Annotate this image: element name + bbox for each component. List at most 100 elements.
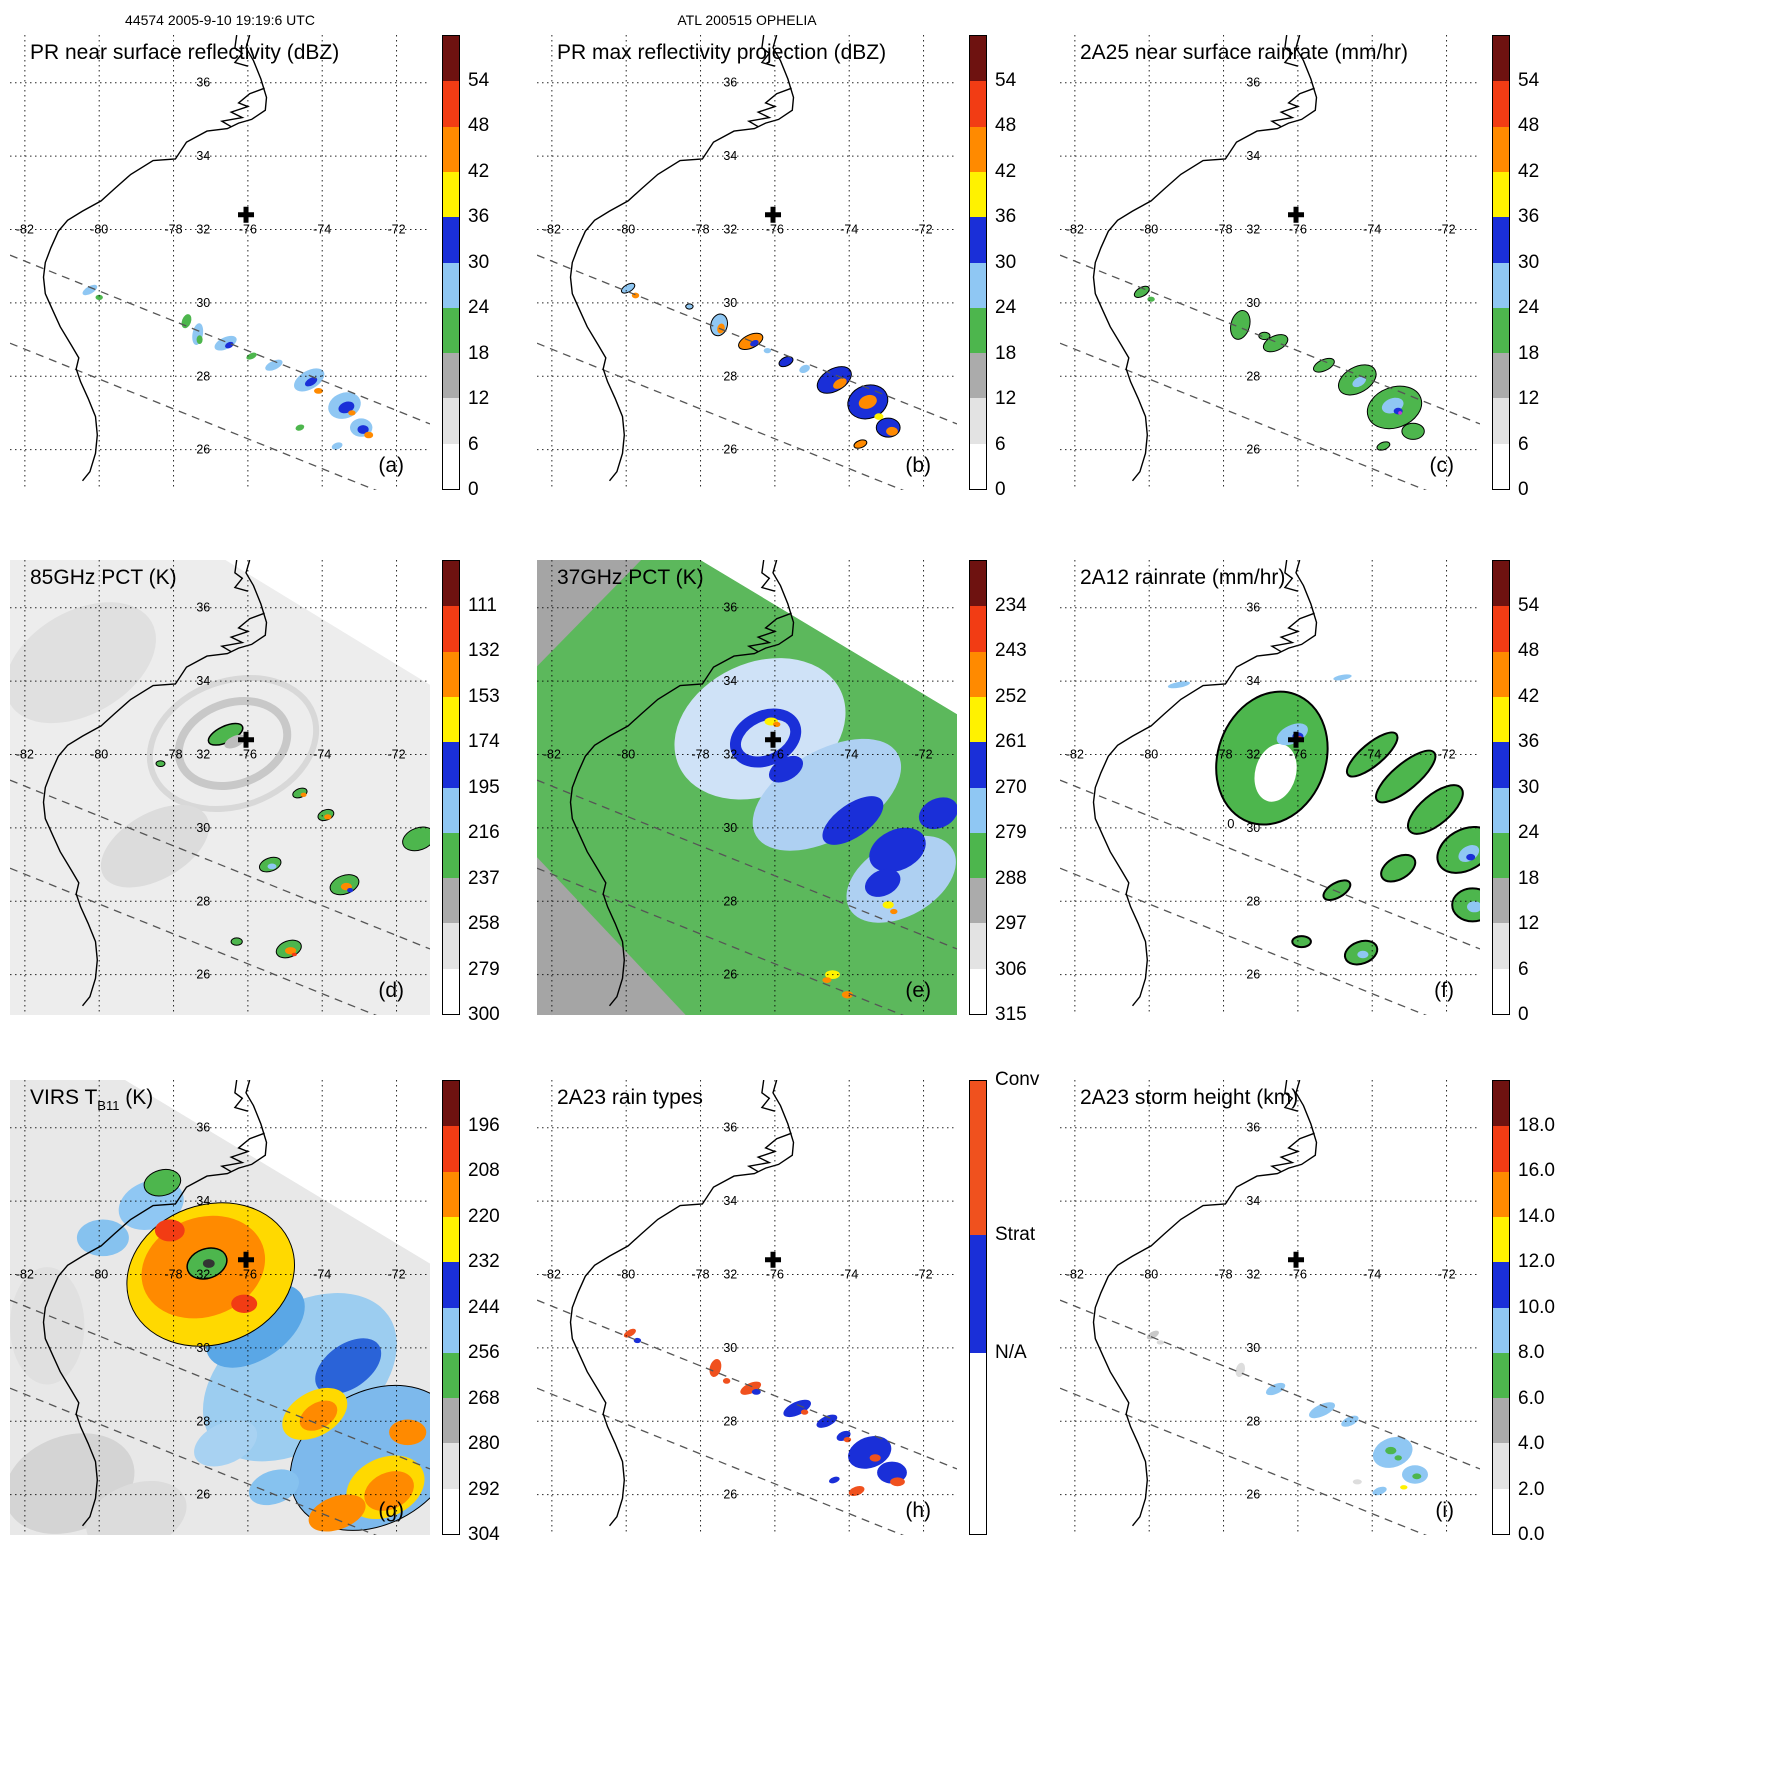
colorbar-tick-label: 12 bbox=[995, 388, 1017, 409]
colorbar-tick-label: 54 bbox=[1518, 69, 1540, 91]
colorbar-segment bbox=[970, 81, 986, 127]
colorbar-segment bbox=[970, 923, 986, 969]
coastline bbox=[42, 1080, 268, 1527]
panel-title: PR max reflectivity projection (dBZ) bbox=[557, 41, 886, 68]
panel-title-text: PR max reflectivity projection (dBZ) bbox=[557, 41, 887, 64]
lat-label: 34 bbox=[196, 1194, 210, 1208]
graticule-grid bbox=[1060, 1080, 1480, 1535]
storm-center-marker bbox=[238, 1251, 255, 1268]
lat-label: 36 bbox=[723, 1121, 737, 1135]
colorbar-segment bbox=[443, 36, 459, 82]
panel-letter: (d) bbox=[378, 979, 404, 1002]
lon-label: -82 bbox=[16, 1267, 34, 1281]
coastline bbox=[1092, 35, 1318, 482]
colorbar-segment bbox=[1493, 1352, 1509, 1399]
colorbar-segment bbox=[1493, 923, 1509, 969]
colorbar-tick-label: 24 bbox=[995, 297, 1017, 318]
colorbar-tick-label: 48 bbox=[1518, 115, 1540, 136]
map-a: -82 -80 -78 -76 -74 -72 36 34 32 30 28 26 PR near su… bbox=[10, 35, 430, 490]
map-plot-g: -82 -80 -78 -76 -74 -72 36 34 32 30 28 26 bbox=[10, 1080, 430, 1535]
colorbar-tick-label: 36 bbox=[1518, 731, 1540, 752]
panel-letter: (h) bbox=[905, 1499, 931, 1522]
lat-label: 32 bbox=[723, 1267, 737, 1281]
colorbar-segment bbox=[970, 787, 986, 833]
lon-label: -76 bbox=[239, 222, 257, 236]
storm-center-marker bbox=[765, 731, 782, 748]
colorbar-segment bbox=[443, 262, 459, 308]
lon-label: -82 bbox=[1066, 1267, 1084, 1281]
colorbar-segment bbox=[443, 787, 459, 833]
colorbar-segment bbox=[970, 606, 986, 652]
panel-g: -82 -80 -78 -76 -74 -72 36 34 32 30 28 26 VIRS TB11 … bbox=[10, 1080, 530, 1550]
colorbar-tick-label: 0.0 bbox=[1518, 1524, 1545, 1545]
colorbar-tick-label: 220 bbox=[468, 1205, 500, 1227]
lon-label: -78 bbox=[692, 222, 710, 236]
colorbar-segment bbox=[1493, 398, 1509, 444]
colorbar-tick-label: 208 bbox=[468, 1160, 500, 1181]
colorbar-segment bbox=[1493, 651, 1509, 697]
grid-labels: -82 -80 -78 -76 -74 -72 36 34 32 30 28 26 bbox=[1066, 1121, 1456, 1502]
lat-label: 26 bbox=[723, 443, 737, 457]
colorbar-segment bbox=[443, 1307, 459, 1353]
lat-label: 32 bbox=[723, 747, 737, 761]
colorbar-segment bbox=[443, 171, 459, 218]
grid-labels: -82 -80 -78 -76 -74 -72 36 34 32 30 28 26 bbox=[543, 1121, 933, 1502]
colorbar-segment bbox=[1493, 36, 1509, 82]
panel-letter: (g) bbox=[378, 1499, 404, 1522]
colorbar-segment bbox=[970, 968, 986, 1014]
panel-letter: (e) bbox=[905, 979, 931, 1002]
colorbar-d bbox=[442, 560, 460, 1015]
map-e: -82 -80 -78 -76 -74 -72 36 34 32 30 28 26 37GHz PCT … bbox=[537, 560, 957, 1015]
header-storm-name: ATL 200515 OPHELIA bbox=[677, 12, 817, 28]
lon-label: -76 bbox=[1289, 222, 1307, 236]
lat-label: 28 bbox=[1246, 894, 1260, 908]
lon-label: -76 bbox=[239, 1267, 257, 1281]
lon-label: -78 bbox=[165, 222, 183, 236]
panel-title: 37GHz PCT (K) bbox=[557, 566, 704, 593]
map-f: 0 -82 -80 -78 -76 -74 -72 36 34 32 30 28 26 2A12 rain… bbox=[1060, 560, 1480, 1015]
data-field bbox=[1133, 285, 1425, 451]
colorbar-tick-label: 268 bbox=[468, 1387, 500, 1409]
coastline bbox=[569, 1080, 795, 1527]
swath-edge-lines bbox=[1060, 779, 1480, 1015]
colorbar-tick-label: 279 bbox=[468, 958, 500, 980]
colorbar-tick-label: 30 bbox=[468, 251, 490, 273]
lon-label: -72 bbox=[1438, 747, 1456, 761]
colorbar-e bbox=[969, 560, 987, 1015]
lat-label: 34 bbox=[1246, 1194, 1260, 1208]
lat-label: 30 bbox=[723, 296, 737, 310]
panel-title: PR near surface reflectivity (dBZ) bbox=[30, 41, 339, 68]
colorbar-tick-label: 297 bbox=[995, 913, 1027, 934]
lat-label: 28 bbox=[723, 894, 737, 908]
colorbar-tick-label: 292 bbox=[468, 1478, 500, 1500]
colorbar-tick-label: 54 bbox=[995, 69, 1017, 91]
map-g: -82 -80 -78 -76 -74 -72 36 34 32 30 28 26 VIRS TB11 … bbox=[10, 1080, 430, 1535]
lon-label: -76 bbox=[1289, 1267, 1307, 1281]
colorbar-segment bbox=[443, 443, 459, 489]
lat-label: 34 bbox=[196, 674, 210, 688]
lon-label: -78 bbox=[1215, 747, 1233, 761]
colorbar-tick-label: 244 bbox=[468, 1296, 500, 1318]
colorbar-segment bbox=[443, 126, 459, 172]
colorbar-tick-label: 8.0 bbox=[1518, 1342, 1545, 1363]
lat-label: 26 bbox=[196, 968, 210, 982]
panel-title: 2A25 near surface rainrate (mm/hr) bbox=[1080, 41, 1408, 68]
colorbar-segment-label: Conv bbox=[995, 1069, 1040, 1090]
lon-label: -72 bbox=[1438, 222, 1456, 236]
colorbar-segment bbox=[1493, 696, 1509, 743]
colorbar-tick-label: 18.0 bbox=[1518, 1114, 1555, 1136]
lon-label: -76 bbox=[766, 222, 784, 236]
colorbar-tick-label: 24 bbox=[468, 297, 490, 318]
panel-title-text: 2A25 near surface rainrate (mm/hr) bbox=[1080, 41, 1408, 64]
colorbar-tick-label: 237 bbox=[468, 867, 500, 889]
lat-label: 28 bbox=[723, 369, 737, 383]
data-field bbox=[537, 560, 957, 1015]
panel-title-suffix: (K) bbox=[119, 1086, 154, 1109]
lat-label: 36 bbox=[1246, 76, 1260, 90]
lon-label: -78 bbox=[692, 1267, 710, 1281]
colorbar-tick-label: 6 bbox=[995, 433, 1006, 455]
colorbar-segment bbox=[443, 353, 459, 399]
colorbar-segment bbox=[1493, 171, 1509, 218]
colorbar-tick-label: 261 bbox=[995, 731, 1027, 752]
map-h: -82 -80 -78 -76 -74 -72 36 34 32 30 28 26 2A23 rain … bbox=[537, 1080, 957, 1535]
